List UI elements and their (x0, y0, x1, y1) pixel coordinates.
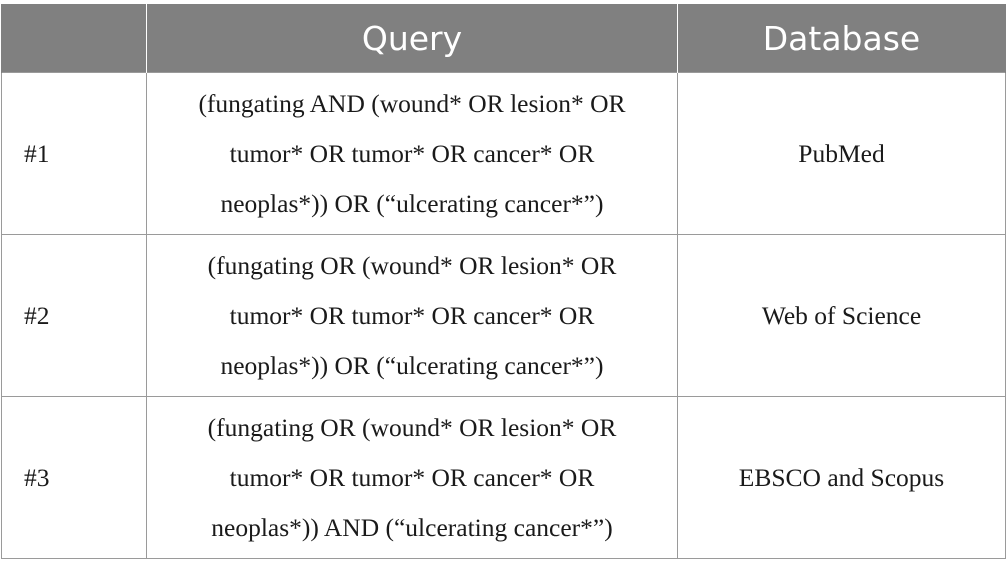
query-line: tumor* OR tumor* OR cancer* OR (229, 138, 595, 168)
query-line: (fungating AND (wound* OR lesion* OR (198, 88, 626, 118)
query-line: neoplas*)) OR (“ulcerating cancer*”) (220, 350, 604, 380)
row-id: #1 (1, 72, 147, 235)
query-line: (fungating OR (wound* OR lesion* OR (207, 250, 617, 280)
table-row: #1 (fungating AND (wound* OR lesion* OR … (1, 72, 1006, 235)
header-row: Query Database (1, 4, 1006, 73)
header-database: Database (677, 4, 1006, 73)
search-query-table: Query Database #1 (fungating AND (wound*… (1, 4, 1006, 559)
header-id (1, 4, 147, 73)
table-row: #2 (fungating OR (wound* OR lesion* OR t… (1, 234, 1006, 397)
query-line: (fungating OR (wound* OR lesion* OR (207, 412, 617, 442)
table-body: #1 (fungating AND (wound* OR lesion* OR … (1, 72, 1006, 559)
query-cell: (fungating AND (wound* OR lesion* OR tum… (146, 72, 678, 235)
row-id: #2 (1, 234, 147, 397)
query-line: neoplas*)) AND (“ulcerating cancer*”) (211, 512, 613, 542)
query-line: neoplas*)) OR (“ulcerating cancer*”) (220, 188, 604, 218)
query-line: tumor* OR tumor* OR cancer* OR (229, 462, 595, 492)
table-row: #3 (fungating OR (wound* OR lesion* OR t… (1, 396, 1006, 559)
row-id: #3 (1, 396, 147, 559)
table-header: Query Database (1, 4, 1006, 73)
header-query: Query (146, 4, 678, 73)
database-cell: PubMed (677, 72, 1006, 235)
query-cell: (fungating OR (wound* OR lesion* OR tumo… (146, 396, 678, 559)
database-cell: EBSCO and Scopus (677, 396, 1006, 559)
query-line: tumor* OR tumor* OR cancer* OR (229, 300, 595, 330)
query-cell: (fungating OR (wound* OR lesion* OR tumo… (146, 234, 678, 397)
database-cell: Web of Science (677, 234, 1006, 397)
